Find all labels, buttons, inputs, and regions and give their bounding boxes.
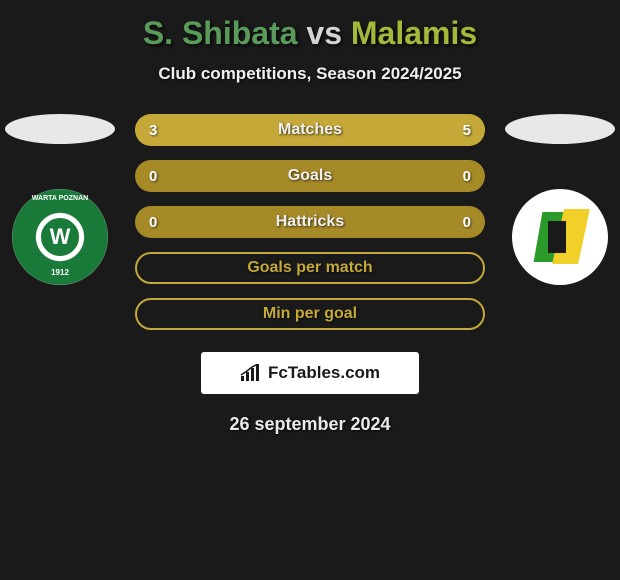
stats-list: 3Matches50Goals00Hattricks0Goals per mat… [135,114,485,330]
player1-silhouette [5,114,115,144]
footer-date: 26 september 2024 [0,414,620,435]
player2-silhouette [505,114,615,144]
subtitle: Club competitions, Season 2024/2025 [0,64,620,84]
badge-left-year: 1912 [12,268,108,277]
brand-badge: FcTables.com [201,352,419,394]
content-area: WARTA POZNAN W 1912 3Matches50Goals00Hat… [0,114,620,435]
vs-text: vs [306,15,342,51]
stat-row: Goals per match [135,252,485,284]
player-right-column [500,114,620,285]
stat-value-right: 0 [463,168,471,185]
stat-label: Hattricks [135,213,485,231]
stat-label: Min per goal [263,305,357,323]
stat-row: 0Hattricks0 [135,206,485,238]
stat-label: Goals per match [247,259,372,277]
stat-row: Min per goal [135,298,485,330]
badge-right-logo [530,207,590,267]
badge-left-initial: W [50,224,71,250]
stat-value-right: 0 [463,214,471,231]
stat-label: Goals [135,167,485,185]
chart-icon [240,364,262,382]
brand-text: FcTables.com [268,363,380,383]
badge-left-arc: WARTA POZNAN [12,195,108,202]
comparison-card: S. Shibata vs Malamis Club competitions,… [0,0,620,435]
player-left-column: WARTA POZNAN W 1912 [0,114,120,285]
stat-label: Matches [135,121,485,139]
stat-value-right: 5 [463,122,471,139]
club-badge-right [512,189,608,285]
player1-name: S. Shibata [143,15,298,51]
page-title: S. Shibata vs Malamis [0,15,620,52]
player2-name: Malamis [351,15,477,51]
stat-row: 0Goals0 [135,160,485,192]
club-badge-left: WARTA POZNAN W 1912 [12,189,108,285]
stat-row: 3Matches5 [135,114,485,146]
